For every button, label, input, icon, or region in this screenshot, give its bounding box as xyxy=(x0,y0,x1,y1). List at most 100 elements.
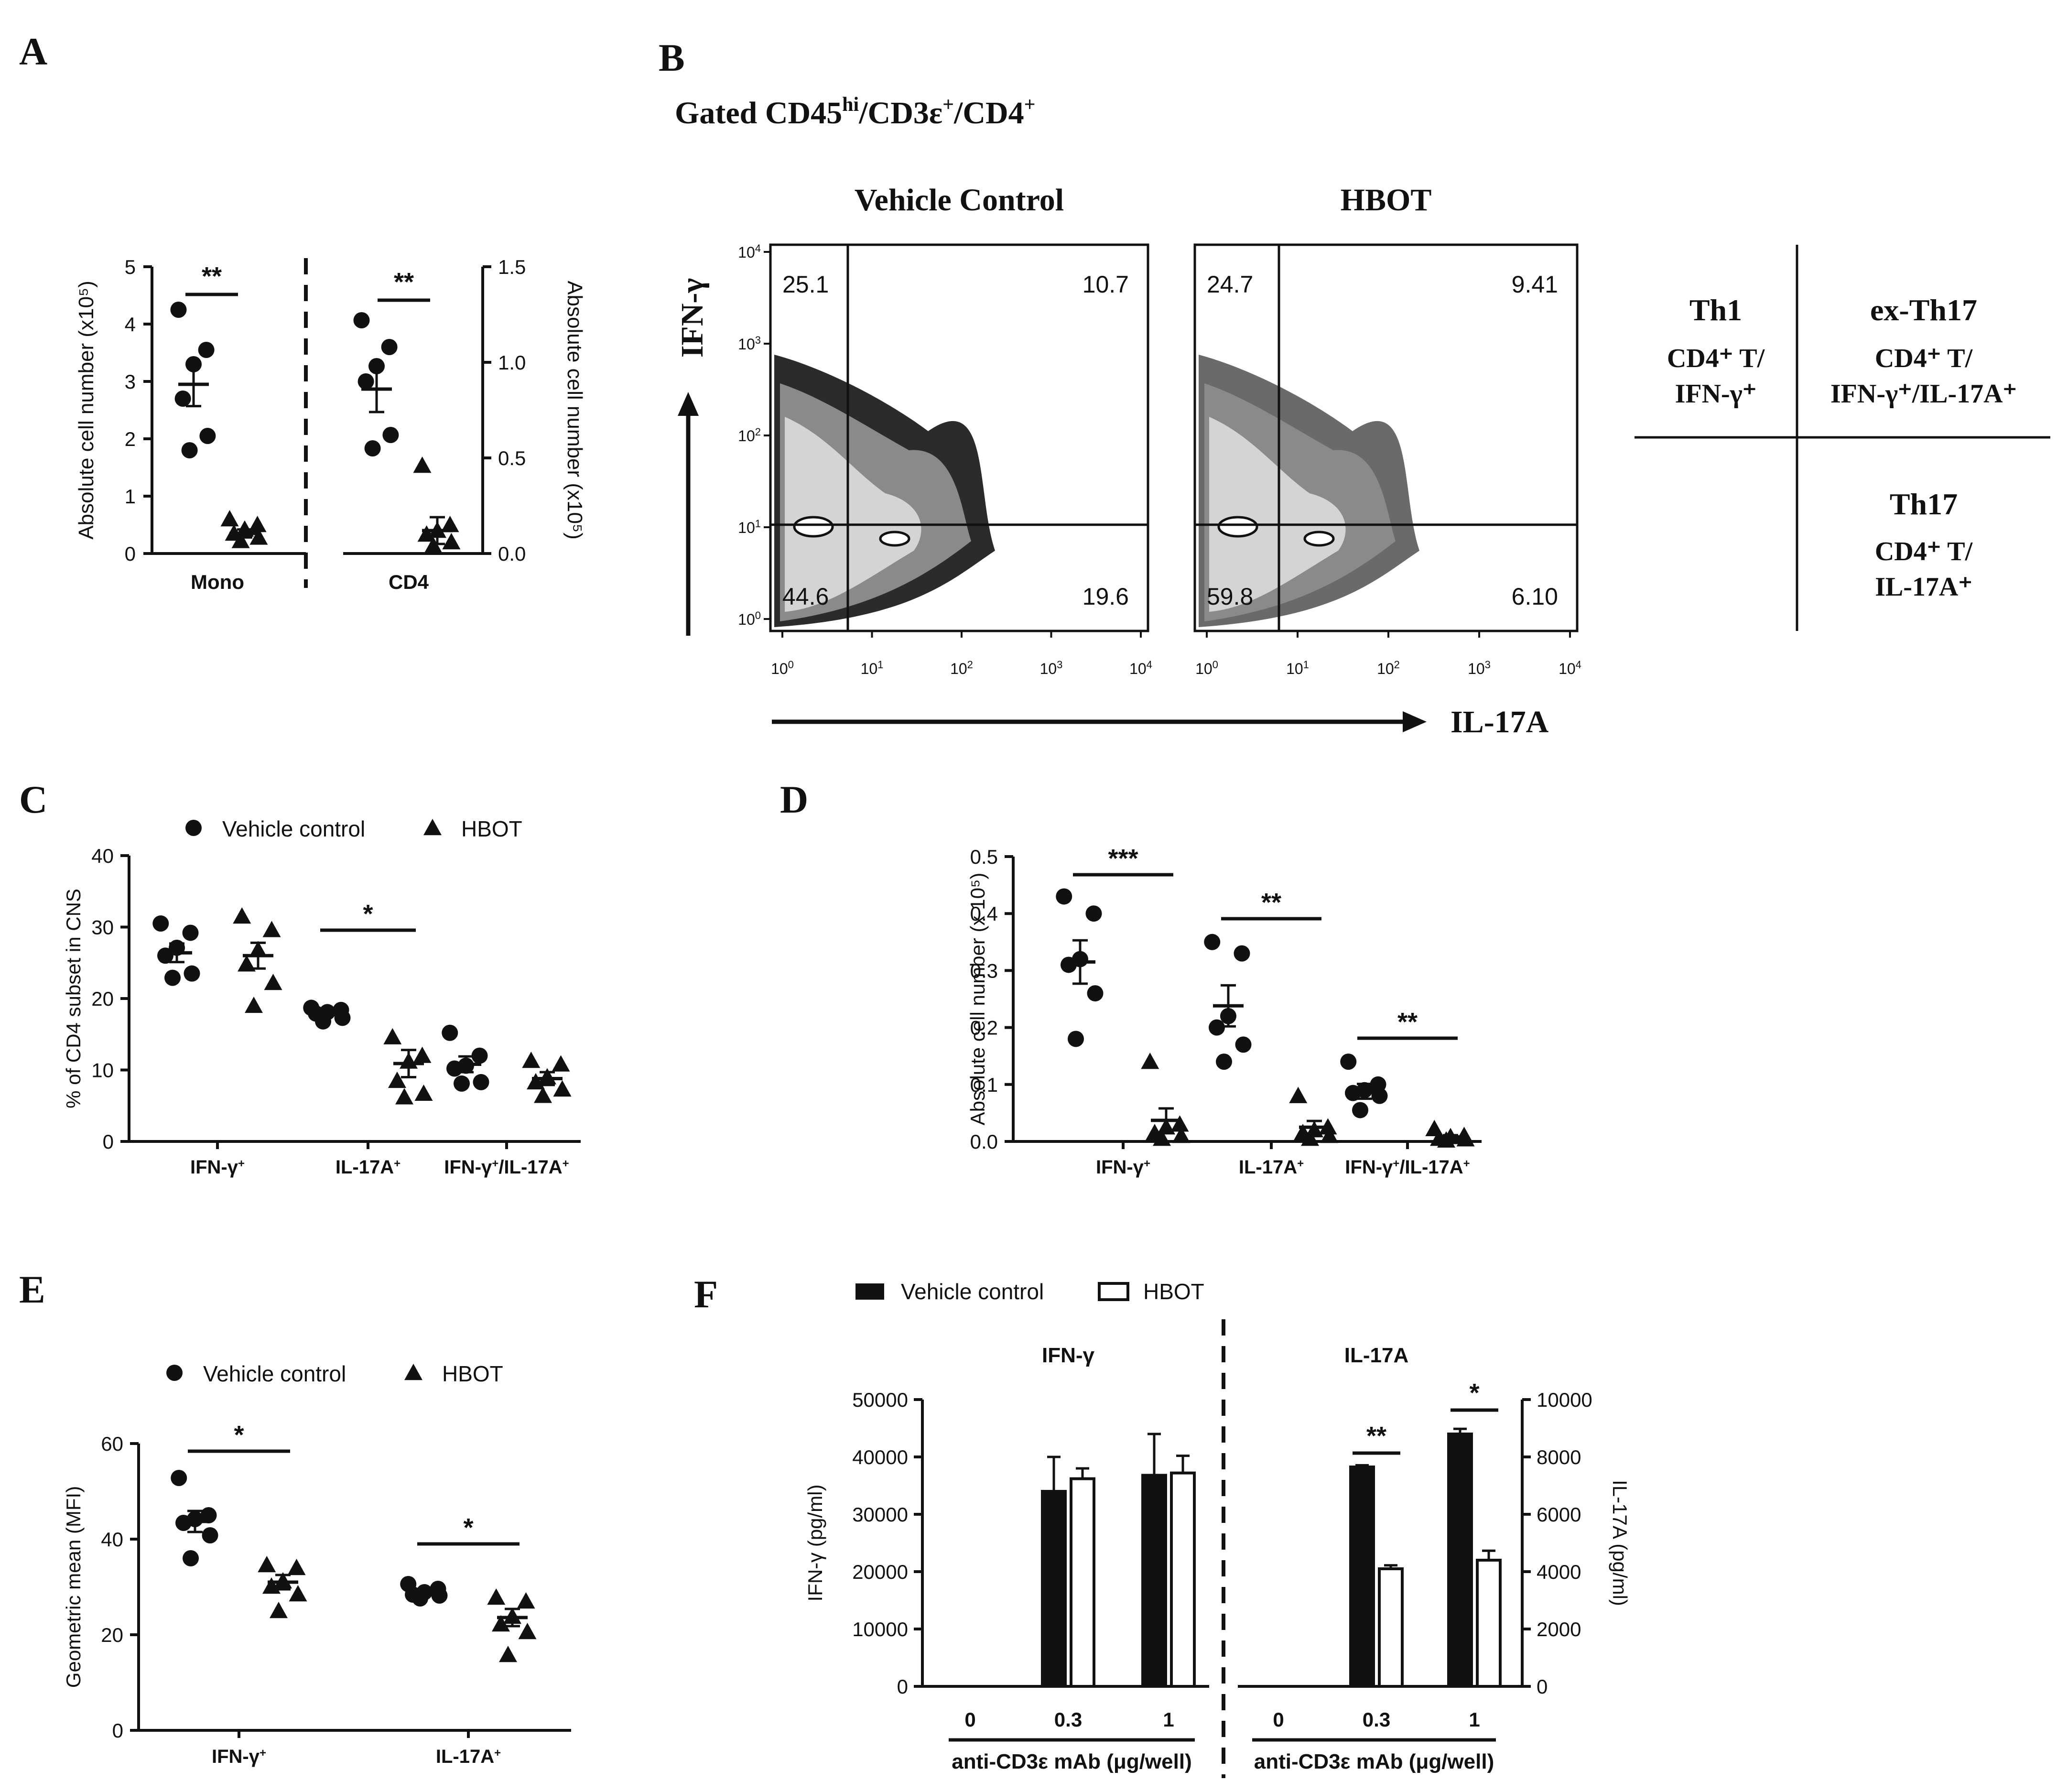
panelC-point-vehicle xyxy=(315,1013,331,1030)
panelE-sig-0: * xyxy=(234,1421,244,1449)
panel-d-chart: 0.0 0.1 0.2 0.3 0.4 0.5 Absolute cell number (… xyxy=(966,844,1482,1178)
x-axis-title: IL-17A xyxy=(1451,705,1549,739)
panelD-point-vehicle xyxy=(1085,905,1102,922)
a-point-0 xyxy=(181,442,198,458)
panelD-y-tick-label: 0.2 xyxy=(970,1017,998,1039)
exth17-title: ex-Th17 xyxy=(1870,293,1977,327)
f-right-tick-label: 8000 xyxy=(1537,1446,1581,1468)
panelD-sig-1: ** xyxy=(1261,888,1281,917)
panelE-point-hbot xyxy=(270,1602,288,1618)
y-log-tick-label: 101 xyxy=(738,518,761,537)
y-axis-title: IFN-γ xyxy=(675,278,710,358)
panelE-y-tick-label: 20 xyxy=(101,1624,123,1646)
f-xlabel-0: anti-CD3ε mAb (μg/well) xyxy=(952,1750,1191,1773)
f-right-tick-label: 6000 xyxy=(1537,1503,1581,1526)
density-core xyxy=(879,531,910,547)
f-left-tick-label: 0 xyxy=(897,1675,908,1698)
y-log-tick-label: 100 xyxy=(738,609,761,629)
panelD-x-label-2: IFN-γ+/IL-17A+ xyxy=(1345,1157,1470,1178)
panelE-y-tick-label: 0 xyxy=(112,1719,123,1742)
panelE-point-vehicle xyxy=(200,1507,217,1523)
panelE-point-vehicle xyxy=(183,1550,199,1566)
x-arrow-head xyxy=(1403,711,1427,732)
a-right-tick-label: 1.5 xyxy=(498,256,526,278)
panelC-y-tick-label: 30 xyxy=(91,916,114,939)
f-group-title-1: IL-17A xyxy=(1344,1344,1408,1367)
th17-title: Th17 xyxy=(1890,487,1958,521)
a-sig-mono: ** xyxy=(202,262,222,291)
panelC-point-vehicle xyxy=(473,1074,489,1090)
panelE-point-hbot xyxy=(289,1585,307,1602)
y-log-tick-label: 103 xyxy=(738,334,761,353)
density-core xyxy=(793,516,834,538)
x-log-tick-label: 101 xyxy=(1286,659,1309,678)
panelE-point-hbot xyxy=(517,1592,535,1609)
f-bar-vehicle xyxy=(1141,1474,1167,1688)
a-point-3 xyxy=(442,533,461,550)
flow-plot-frame xyxy=(1193,243,1579,632)
panelD-point-vehicle xyxy=(1235,1036,1252,1053)
a-left-tick-label: 4 xyxy=(125,313,136,336)
panelC-point-hbot xyxy=(262,921,281,937)
panelE-point-vehicle xyxy=(202,1527,218,1543)
panelD-point-vehicle xyxy=(1345,1085,1361,1101)
panelD-point-vehicle xyxy=(1061,956,1077,973)
panelE-point-hbot xyxy=(487,1588,506,1605)
panelD-point-vehicle xyxy=(1340,1053,1357,1070)
f-right-tick-label: 10000 xyxy=(1537,1389,1592,1411)
panelE-x-label-0: IFN-γ+ xyxy=(212,1746,266,1767)
panelE-point-vehicle xyxy=(431,1587,448,1604)
panelC-point-hbot xyxy=(264,974,282,990)
f-bar-vehicle xyxy=(1041,1490,1067,1688)
panelD-point-hbot xyxy=(1170,1115,1189,1132)
a-point-0 xyxy=(198,342,215,358)
a-left-tick-label: 5 xyxy=(125,256,136,278)
x-log-tick-label: 100 xyxy=(1195,659,1218,678)
a-point-3 xyxy=(441,516,459,532)
legend-vehicle-label: Vehicle control xyxy=(901,1279,1044,1304)
legend-vehicle-marker xyxy=(185,820,202,836)
f-left-tick-label: 10000 xyxy=(852,1618,908,1640)
exth17-line2: IFN-γ⁺/IL-17A⁺ xyxy=(1830,379,2017,409)
panelC-point-hbot xyxy=(233,907,251,924)
panelE-y-tick-label: 60 xyxy=(101,1433,123,1455)
panelC-y-tick-label: 20 xyxy=(91,988,114,1010)
quadrant-ur: 10.7 xyxy=(1083,271,1129,298)
quadrant-ul: 24.7 xyxy=(1207,271,1253,298)
panelD-x-label-0: IFN-γ+ xyxy=(1096,1157,1150,1178)
panelD-point-vehicle xyxy=(1056,888,1072,905)
a-point-2 xyxy=(357,373,374,390)
f-right-tick-label: 4000 xyxy=(1537,1561,1581,1583)
a-point-1 xyxy=(248,516,267,532)
panelC-point-hbot xyxy=(534,1086,552,1103)
panel-a-chart: 0 1 2 3 4 5 0.0 0.5 1.0 1.5 Absolute cell number (… xyxy=(75,256,586,593)
panelD-y-tick-label: 0.1 xyxy=(970,1074,998,1096)
panelE-point-hbot xyxy=(492,1615,510,1632)
a-left-tick-label: 2 xyxy=(125,428,136,450)
legend-hbot-label: HBOT xyxy=(461,816,522,841)
panelD-point-hbot xyxy=(1289,1086,1308,1103)
panelE-sig-1: * xyxy=(463,1513,473,1542)
panelE-point-hbot xyxy=(518,1623,537,1640)
a-right-axis-title: Absolute cell number (x10⁵) xyxy=(563,281,586,540)
f-bar-vehicle xyxy=(1349,1466,1375,1688)
panel-b-flow: Gated CD45hi/CD3ε+/CD4+ Vehicle Control 2… xyxy=(675,94,1581,739)
a-point-3 xyxy=(413,456,432,473)
a-left-tick-label: 3 xyxy=(125,370,136,393)
y-arrow-head xyxy=(678,392,699,416)
panelC-point-hbot xyxy=(245,996,263,1013)
panelC-y-title: % of CD4 subset in CNS xyxy=(62,889,85,1108)
panelC-point-hbot xyxy=(395,1088,413,1105)
panel-label-d: D xyxy=(780,778,808,821)
a-right-tick-label: 1.0 xyxy=(498,351,526,374)
a-point-2 xyxy=(364,440,381,456)
flow-plot-0: Vehicle Control 25.1 10.7 44.6 19.6 100 100 101… xyxy=(738,183,1152,677)
a-point-0 xyxy=(199,428,216,444)
panelD-point-vehicle xyxy=(1068,1031,1084,1047)
legend-hbot-marker xyxy=(423,819,442,836)
subset-legend-table: Th1 CD4⁺ T/ IFN-γ⁺ ex-Th17 CD4⁺ T/ IFN-γ… xyxy=(1635,245,2050,631)
a-left-tick-label: 0 xyxy=(125,543,136,565)
f-x-tick-label: 0 xyxy=(1273,1708,1284,1731)
th1-line1: CD4⁺ T/ xyxy=(1667,344,1765,373)
panelD-point-vehicle xyxy=(1352,1102,1368,1119)
